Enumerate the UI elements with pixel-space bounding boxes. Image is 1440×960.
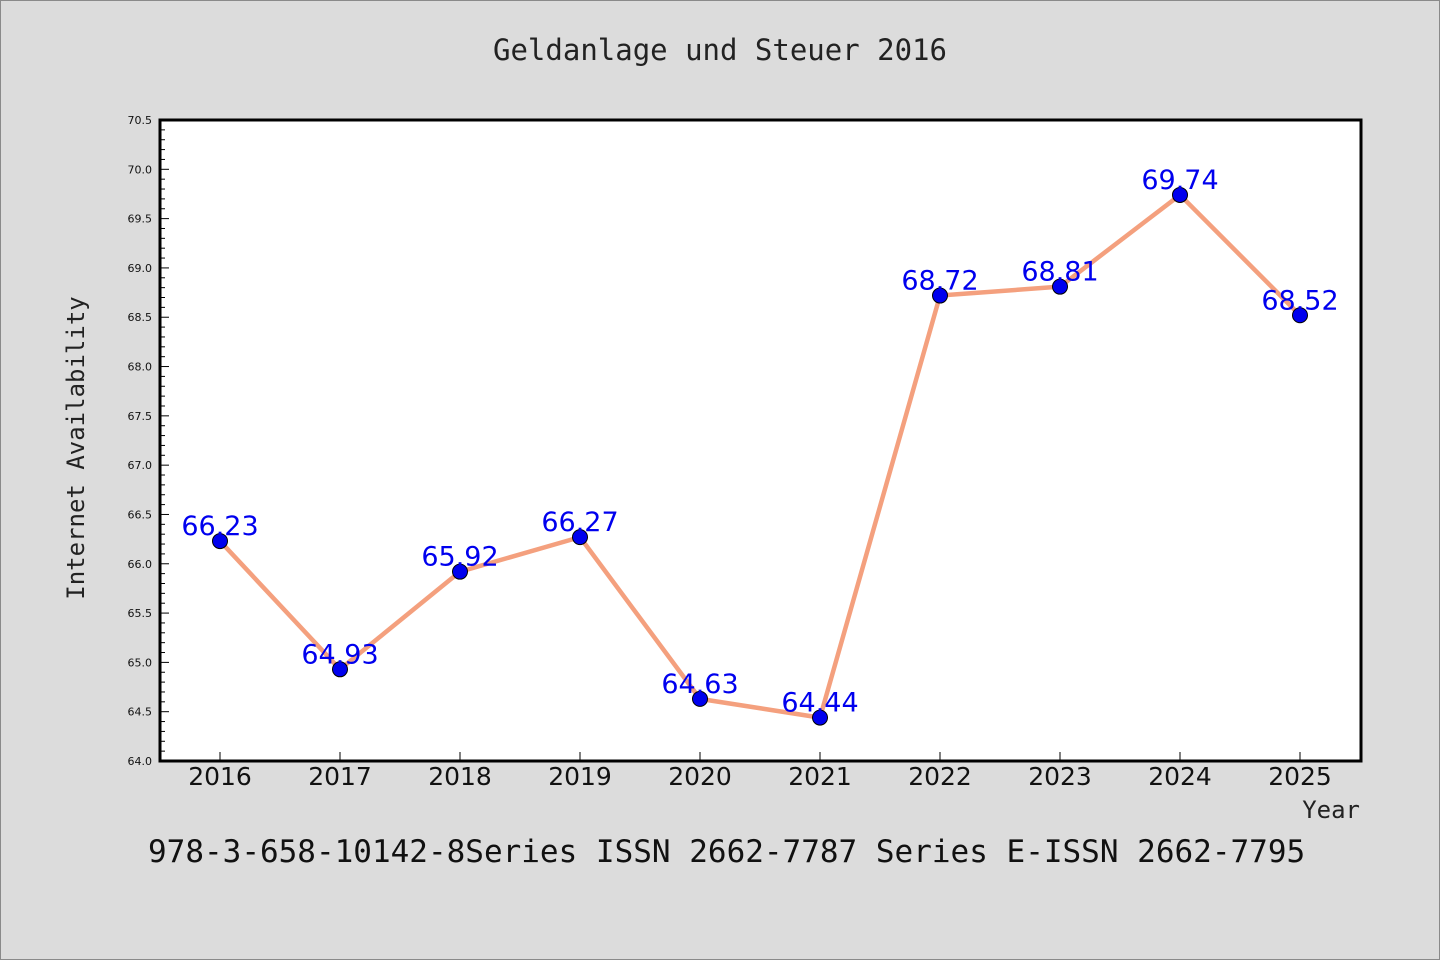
data-point-marker: [1292, 307, 1308, 324]
x-tick-label: 2025: [1268, 762, 1332, 791]
x-axis-title: Year: [1302, 796, 1360, 824]
chart-title: Geldanlage und Steuer 2016: [493, 33, 947, 67]
x-tick-label: 2024: [1148, 762, 1212, 791]
data-label: 64.44: [781, 688, 858, 719]
data-point-marker: [212, 533, 228, 550]
data-label: 68.52: [1261, 285, 1338, 316]
y-tick-label: 70.5: [128, 114, 153, 127]
y-tick-label: 64.5: [128, 706, 153, 719]
footer-isbn-issn: 978-3-658-10142-8Series ISSN 2662-7787 S…: [148, 834, 1306, 870]
data-label: 64.63: [661, 669, 738, 700]
y-tick-label: 66.5: [128, 508, 153, 521]
y-tick-label: 65.0: [128, 656, 153, 669]
y-tick-label: 67.0: [128, 459, 153, 472]
x-tick-label: 2019: [548, 762, 612, 791]
y-tick-label: 68.0: [128, 361, 153, 374]
data-label: 64.93: [301, 639, 378, 670]
x-tick-label: 2021: [788, 762, 852, 791]
data-label: 66.27: [541, 507, 618, 538]
y-tick-label: 70.0: [128, 163, 153, 176]
data-label: 65.92: [421, 542, 498, 573]
data-label: 68.81: [1021, 257, 1098, 288]
data-point-marker: [452, 563, 468, 580]
data-point-marker: [1052, 278, 1068, 295]
x-tick-label: 2016: [188, 762, 252, 791]
data-label: 69.74: [1141, 165, 1218, 196]
x-tick-label: 2017: [308, 762, 372, 791]
data-point-marker: [692, 690, 708, 707]
y-tick-label: 69.0: [128, 262, 153, 275]
plot-border: [158, 118, 1363, 763]
data-point-marker: [572, 529, 588, 546]
y-tick-label: 67.5: [128, 410, 153, 423]
x-tick-label: 2018: [428, 762, 492, 791]
series-line: [218, 192, 1302, 720]
data-label: 68.72: [901, 266, 978, 297]
y-tick-label: 64.0: [128, 755, 153, 768]
y-tick-label: 65.5: [128, 607, 153, 620]
data-point-marker: [932, 287, 948, 304]
data-point-marker: [812, 709, 828, 726]
x-tick-label: 2020: [668, 762, 732, 791]
y-tick-label: 69.5: [128, 213, 153, 226]
x-tick-label: 2023: [1028, 762, 1092, 791]
data-label: 66.23: [181, 511, 258, 542]
y-tick-label: 66.0: [128, 558, 153, 571]
data-point-marker: [1172, 186, 1188, 203]
x-tick-label: 2022: [908, 762, 972, 791]
y-tick-label: 68.5: [128, 311, 153, 324]
data-point-marker: [332, 661, 348, 678]
